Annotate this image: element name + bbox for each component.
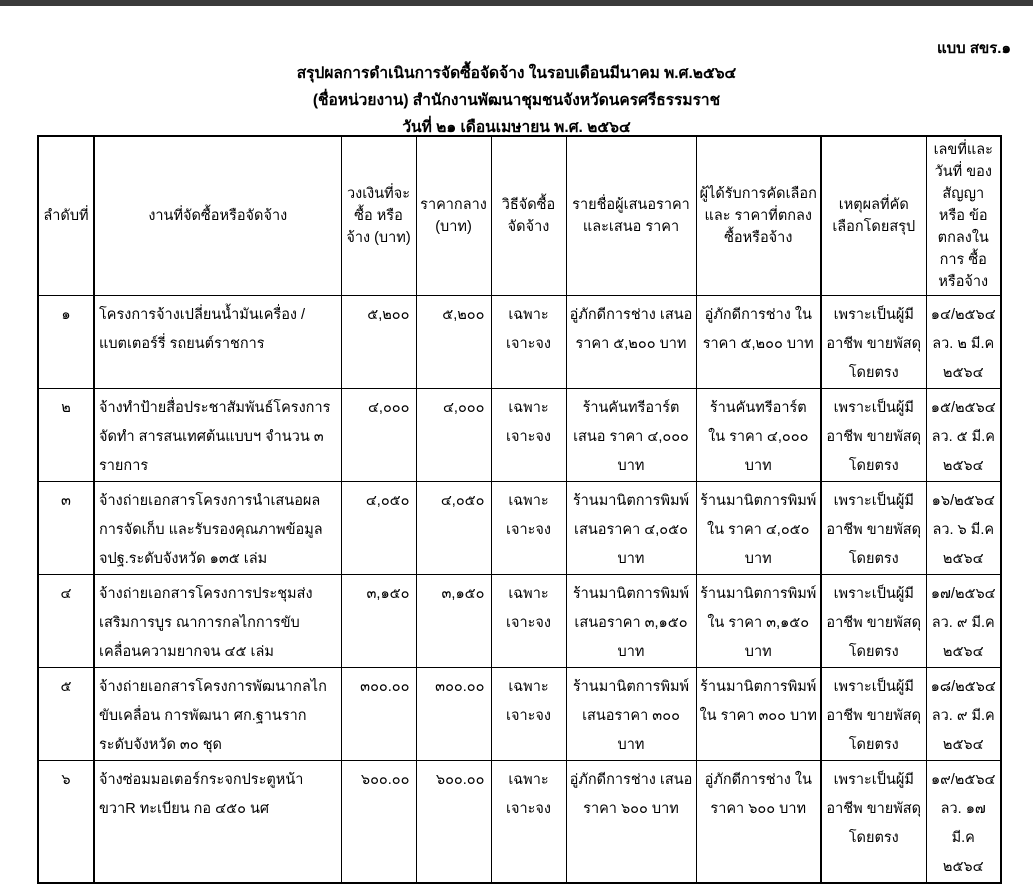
table-row: ๒ จ้างทำป้ายสื่อประชาสัมพันธ์โครงการจัดท… — [37, 388, 1002, 482]
cell-reason: เพราะเป็นผู้มีอาชีพ ขายพัสดุโดยตรง — [820, 481, 927, 575]
col-header-job: งานที่จัดซื้อหรือจัดจ้าง — [93, 135, 342, 296]
cell-job: โครงการจ้างเปลี่ยนน้ำมันเครื่อง / แบตเตอ… — [93, 295, 342, 389]
title-line-2: (ชื่อหน่วยงาน) สำนักงานพัฒนาชุมชนจังหวัด… — [312, 92, 721, 109]
table-row: ๑ โครงการจ้างเปลี่ยนน้ำมันเครื่อง / แบตเ… — [37, 295, 1002, 389]
cell-mid-price: ๓,๑๕๐ — [415, 574, 492, 668]
cell-contract: ๑๖/๒๕๖๔ ลว. ๖ มี.ค ๒๕๖๔ — [925, 481, 1002, 575]
title-line-1: สรุปผลการดำเนินการจัดซื้อจัดจ้าง ในรอบเด… — [296, 65, 737, 82]
col-header-mid-price: ราคากลาง (บาท) — [415, 135, 492, 296]
cell-mid-price: ๖๐๐.๐๐ — [415, 760, 492, 884]
document-title-block: สรุปผลการดำเนินการจัดซื้อจัดจ้าง ในรอบเด… — [0, 60, 1033, 141]
cell-method: เฉพาะเจาะจง — [490, 481, 567, 575]
cell-reason: เพราะเป็นผู้มีอาชีพ ขายพัสดุโดยตรง — [820, 667, 927, 761]
cell-selected: อู่ภักดีการช่าง ในราคา ๕,๒๐๐ บาท — [695, 295, 822, 389]
cell-bidder: ร้านมานิตการพิมพ์ เสนอราคา ๓๐๐ บาท — [565, 667, 697, 761]
cell-mid-price: ๔,๐๐๐ — [415, 388, 492, 482]
cell-reason: เพราะเป็นผู้มีอาชีพ ขายพัสดุโดยตรง — [820, 760, 927, 884]
title-line-3: วันที่ ๒๑ เดือนเมษายน พ.ศ. ๒๕๖๔ — [402, 119, 631, 136]
page-top-border — [0, 0, 1033, 6]
cell-selected: ร้านมานิตการพิมพ์ ใน ราคา ๔,๐๕๐ บาท — [695, 481, 822, 575]
col-header-method: วิธีจัดซื้อจัดจ้าง — [490, 135, 567, 296]
cell-selected: ร้านมานิตการพิมพ์ ใน ราคา ๓๐๐ บาท — [695, 667, 822, 761]
cell-bidder: ร้านคันทรีอาร์ต เสนอ ราคา ๔,๐๐๐ บาท — [565, 388, 697, 482]
cell-job: จ้างถ่ายเอกสารโครงการนำเสนอผลการจัดเก็บ … — [93, 481, 342, 575]
cell-selected: ร้านมานิตการพิมพ์ ใน ราคา ๓,๑๕๐ บาท — [695, 574, 822, 668]
cell-method: เฉพาะเจาะจง — [490, 667, 567, 761]
cell-job: จ้างทำป้ายสื่อประชาสัมพันธ์โครงการจัดทำ … — [93, 388, 342, 482]
cell-budget: ๕,๒๐๐ — [340, 295, 417, 389]
cell-method: เฉพาะเจาะจง — [490, 760, 567, 884]
cell-bidder: ร้านมานิตการพิมพ์ เสนอราคา ๓,๑๕๐ บาท — [565, 574, 697, 668]
cell-index: ๓ — [37, 481, 95, 575]
procurement-table: ลำดับที่ งานที่จัดซื้อหรือจัดจ้าง วงเงิน… — [37, 135, 1002, 884]
cell-method: เฉพาะเจาะจง — [490, 574, 567, 668]
cell-index: ๔ — [37, 574, 95, 668]
form-code: แบบ สขร.๑ — [936, 40, 1011, 57]
col-header-index: ลำดับที่ — [37, 135, 95, 296]
col-header-budget: วงเงินที่จะซื้อ หรือจ้าง (บาท) — [340, 135, 417, 296]
cell-bidder: อู่ภักดีการช่าง เสนอ ราคา ๕,๒๐๐ บาท — [565, 295, 697, 389]
cell-budget: ๔,๐๐๐ — [340, 388, 417, 482]
col-header-reason: เหตุผลที่คัดเลือกโดยสรุป — [820, 135, 927, 296]
cell-budget: ๓,๑๕๐ — [340, 574, 417, 668]
table-header-row: ลำดับที่ งานที่จัดซื้อหรือจัดจ้าง วงเงิน… — [37, 135, 1002, 296]
cell-contract: ๑๔/๒๕๖๔ ลว. ๒ มี.ค ๒๕๖๔ — [925, 295, 1002, 389]
cell-reason: เพราะเป็นผู้มีอาชีพ ขายพัสดุโดยตรง — [820, 295, 927, 389]
table-row: ๖ จ้างซ่อมมอเตอร์กระจกประตูหน้า ขวาR ทะเ… — [37, 760, 1002, 884]
cell-bidder: ร้านมานิตการพิมพ์ เสนอราคา ๔,๐๕๐ บาท — [565, 481, 697, 575]
cell-budget: ๓๐๐.๐๐ — [340, 667, 417, 761]
cell-mid-price: ๕,๒๐๐ — [415, 295, 492, 389]
cell-contract: ๑๘/๒๕๖๔ ลว. ๙ มี.ค ๒๕๖๔ — [925, 667, 1002, 761]
cell-selected: อู่ภักดีการช่าง ในราคา ๖๐๐ บาท — [695, 760, 822, 884]
col-header-contract: เลขที่และวันที่ ของสัญญาหรือ ข้อตกลงในกา… — [925, 135, 1002, 296]
cell-index: ๖ — [37, 760, 95, 884]
cell-budget: ๔,๐๕๐ — [340, 481, 417, 575]
cell-index: ๕ — [37, 667, 95, 761]
cell-contract: ๑๗/๒๕๖๔ ลว. ๙ มี.ค ๒๕๖๔ — [925, 574, 1002, 668]
cell-job: จ้างถ่ายเอกสารโครงการประชุมส่งเสริมการบู… — [93, 574, 342, 668]
cell-contract: ๑๙/๒๕๖๔ ลว. ๑๗ มี.ค ๒๕๖๔ — [925, 760, 1002, 884]
table-row: ๕ จ้างถ่ายเอกสารโครงการพัฒนากลไกขับเคลื่… — [37, 667, 1002, 761]
cell-contract: ๑๕/๒๕๖๔ ลว. ๕ มี.ค ๒๕๖๔ — [925, 388, 1002, 482]
cell-reason: เพราะเป็นผู้มีอาชีพ ขายพัสดุโดยตรง — [820, 574, 927, 668]
cell-index: ๒ — [37, 388, 95, 482]
cell-method: เฉพาะเจาะจง — [490, 388, 567, 482]
table-row: ๓ จ้างถ่ายเอกสารโครงการนำเสนอผลการจัดเก็… — [37, 481, 1002, 575]
cell-index: ๑ — [37, 295, 95, 389]
table-row: ๔ จ้างถ่ายเอกสารโครงการประชุมส่งเสริมการ… — [37, 574, 1002, 668]
cell-job: จ้างถ่ายเอกสารโครงการพัฒนากลไกขับเคลื่อน… — [93, 667, 342, 761]
col-header-bidder: รายชื่อผู้เสนอราคาและเสนอ ราคา — [565, 135, 697, 296]
cell-method: เฉพาะเจาะจง — [490, 295, 567, 389]
cell-job: จ้างซ่อมมอเตอร์กระจกประตูหน้า ขวาR ทะเบี… — [93, 760, 342, 884]
cell-bidder: อู่ภักดีการช่าง เสนอ ราคา ๖๐๐ บาท — [565, 760, 697, 884]
cell-selected: ร้านคันทรีอาร์ต ใน ราคา ๔,๐๐๐ บาท — [695, 388, 822, 482]
col-header-selected: ผู้ได้รับการคัดเลือกและ ราคาที่ตกลงซื้อห… — [695, 135, 822, 296]
cell-budget: ๖๐๐.๐๐ — [340, 760, 417, 884]
cell-mid-price: ๓๐๐.๐๐ — [415, 667, 492, 761]
cell-reason: เพราะเป็นผู้มีอาชีพ ขายพัสดุโดยตรง — [820, 388, 927, 482]
cell-mid-price: ๔,๐๕๐ — [415, 481, 492, 575]
